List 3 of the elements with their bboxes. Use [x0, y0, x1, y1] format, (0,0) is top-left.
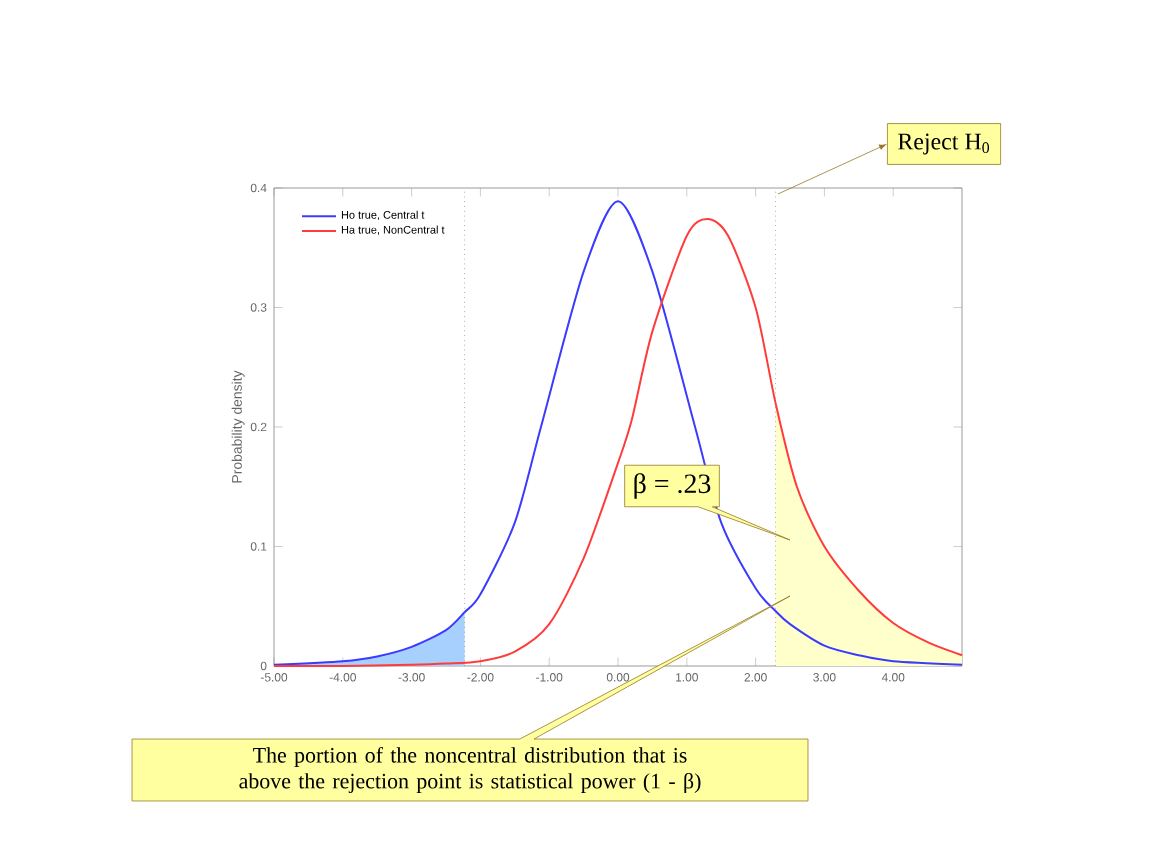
text: The portion of the noncentral distribution that is above the rejection point is statistical power (1 - β) [239, 746, 701, 793]
text: Reject H$_{0}$ [898, 133, 990, 155]
annotation: β = .23 [634, 473, 711, 499]
